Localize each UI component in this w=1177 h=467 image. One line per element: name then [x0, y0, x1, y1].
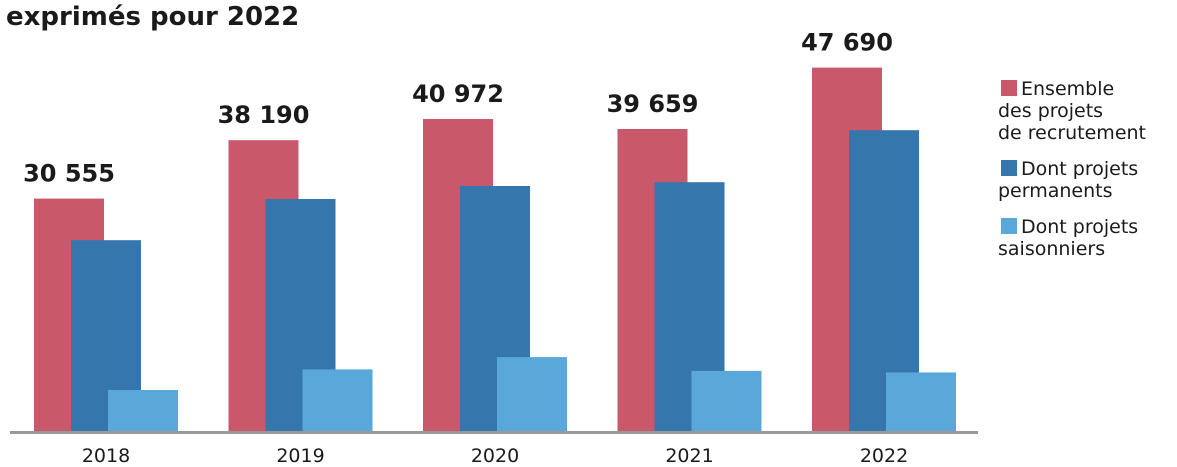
- data-label-2018: 30 555: [23, 160, 115, 188]
- x-tick-label-2019: 2019: [276, 445, 324, 467]
- data-label-2022: 47 690: [801, 29, 893, 57]
- legend-item-ensemble: Ensemble des projets de recrutement: [998, 78, 1176, 144]
- legend-label-permanents: Dont projets permanents: [998, 158, 1139, 202]
- chart-title: exprimés pour 2022: [6, 2, 300, 32]
- bar-2021-series-2: [691, 370, 762, 432]
- x-tick-label-2021: 2021: [665, 445, 713, 467]
- chart-legend: Ensemble des projets de recrutement Dont…: [998, 78, 1176, 274]
- legend-swatch-permanents: [1001, 160, 1017, 176]
- legend-label-saisonniers: Dont projets saisonniers: [998, 216, 1139, 260]
- bar-2020-series-2: [497, 357, 567, 432]
- legend-item-permanents: Dont projets permanents: [998, 158, 1176, 202]
- bar-2019-series-2: [302, 369, 373, 432]
- bar-2022-series-2: [886, 372, 956, 432]
- data-label-2020: 40 972: [412, 80, 504, 108]
- bar-2018-series-2: [108, 390, 178, 432]
- legend-item-saisonniers: Dont projets saisonniers: [998, 216, 1176, 260]
- x-tick-label-2022: 2022: [860, 445, 908, 467]
- x-tick-label-2018: 2018: [82, 445, 130, 467]
- legend-swatch-saisonniers: [1001, 218, 1017, 234]
- x-tick-label-2020: 2020: [471, 445, 519, 467]
- legend-swatch-ensemble: [1001, 80, 1017, 96]
- data-label-2019: 38 190: [218, 101, 310, 129]
- legend-label-ensemble: Ensemble des projets de recrutement: [998, 78, 1147, 144]
- data-label-2021: 39 659: [607, 90, 699, 118]
